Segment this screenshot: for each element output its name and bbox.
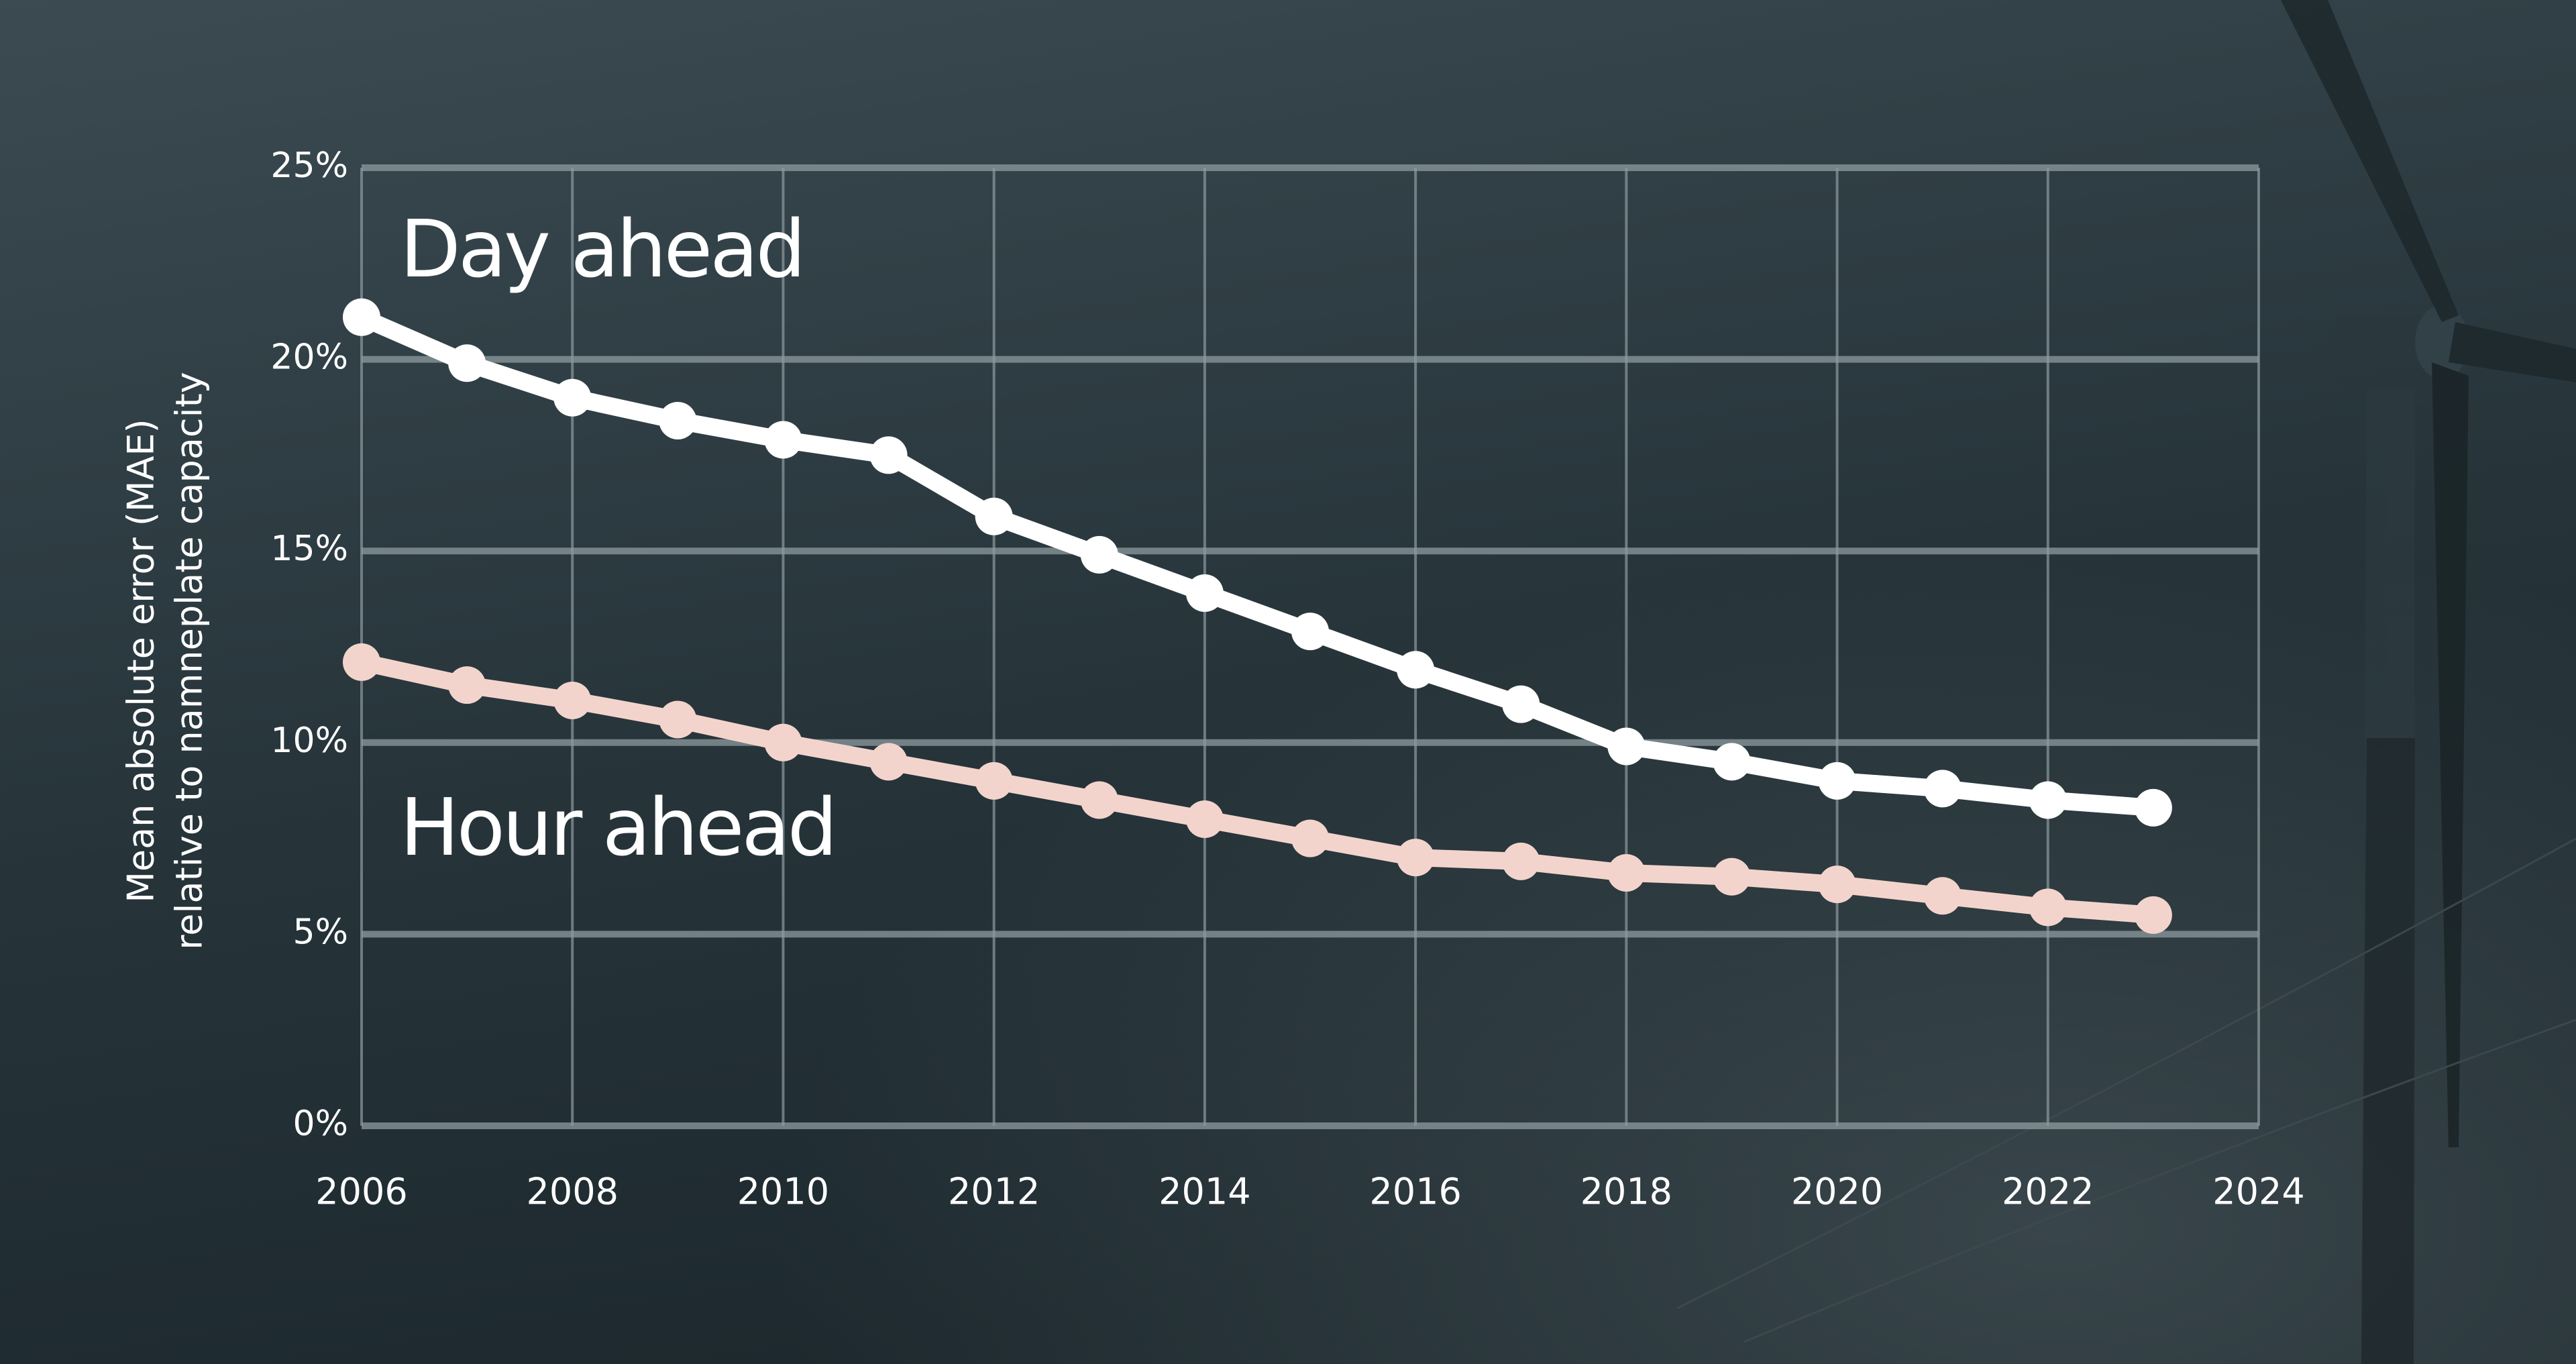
data-point <box>1818 865 1856 904</box>
data-point <box>659 401 697 439</box>
y-tick-label: 15% <box>270 529 348 569</box>
data-point <box>764 421 802 459</box>
data-point <box>343 298 380 336</box>
data-point <box>869 743 908 781</box>
data-point <box>1291 613 1329 651</box>
data-point <box>869 436 908 474</box>
x-tick-label: 2016 <box>1369 1171 1461 1213</box>
x-tick-label: 2022 <box>2002 1171 2094 1213</box>
data-point <box>1397 651 1435 689</box>
x-tick-label: 2020 <box>1791 1171 1883 1213</box>
data-point <box>1185 574 1224 613</box>
data-point <box>1185 800 1224 839</box>
data-point <box>1502 685 1540 723</box>
data-point <box>1818 762 1856 800</box>
data-point <box>975 497 1013 535</box>
data-point <box>1397 839 1435 877</box>
data-point <box>448 666 486 704</box>
data-point <box>1713 743 1751 781</box>
data-point <box>975 762 1013 800</box>
x-tick-label: 2012 <box>948 1171 1040 1213</box>
y-axis-title-line: relative to namneplate capacity <box>168 372 211 950</box>
data-point <box>1713 857 1751 896</box>
data-point <box>343 643 380 681</box>
data-point <box>1080 781 1118 819</box>
data-point <box>553 378 592 417</box>
y-tick-label: 10% <box>270 721 348 761</box>
y-tick-label: 25% <box>270 146 348 186</box>
y-axis-title: Mean absolute error (MAE) relative to na… <box>120 372 211 950</box>
y-tick-label: 20% <box>270 337 348 378</box>
data-point <box>1607 854 1646 892</box>
data-point <box>2134 788 2172 827</box>
data-point <box>1923 770 1962 808</box>
data-point <box>1607 727 1646 766</box>
x-tick-label: 2018 <box>1580 1171 1672 1213</box>
data-point <box>1291 819 1329 857</box>
y-tick-label: 5% <box>293 912 349 952</box>
data-point <box>764 723 802 762</box>
grid <box>360 164 2260 1129</box>
data-point <box>2134 896 2172 934</box>
data-point <box>659 700 697 739</box>
data-point <box>448 344 486 382</box>
data-point <box>2029 781 2067 819</box>
x-tick-label: 2010 <box>737 1171 829 1213</box>
data-point <box>1502 842 1540 880</box>
x-tick-label: 2006 <box>315 1171 407 1213</box>
data-point <box>1080 535 1118 574</box>
y-tick-label: 0% <box>293 1104 349 1144</box>
wind-turbine <box>1676 0 2576 1364</box>
y-axis-title-line: Mean absolute error (MAE) <box>120 419 162 902</box>
x-tick-label: 2008 <box>527 1171 619 1213</box>
series-label: Hour ahead <box>400 781 835 874</box>
data-point <box>553 681 592 719</box>
x-tick-label: 2024 <box>2212 1171 2304 1213</box>
data-point <box>1923 877 1962 915</box>
series-label: Day ahead <box>400 203 803 295</box>
x-tick-label: 2014 <box>1159 1171 1250 1213</box>
data-point <box>2029 888 2067 927</box>
